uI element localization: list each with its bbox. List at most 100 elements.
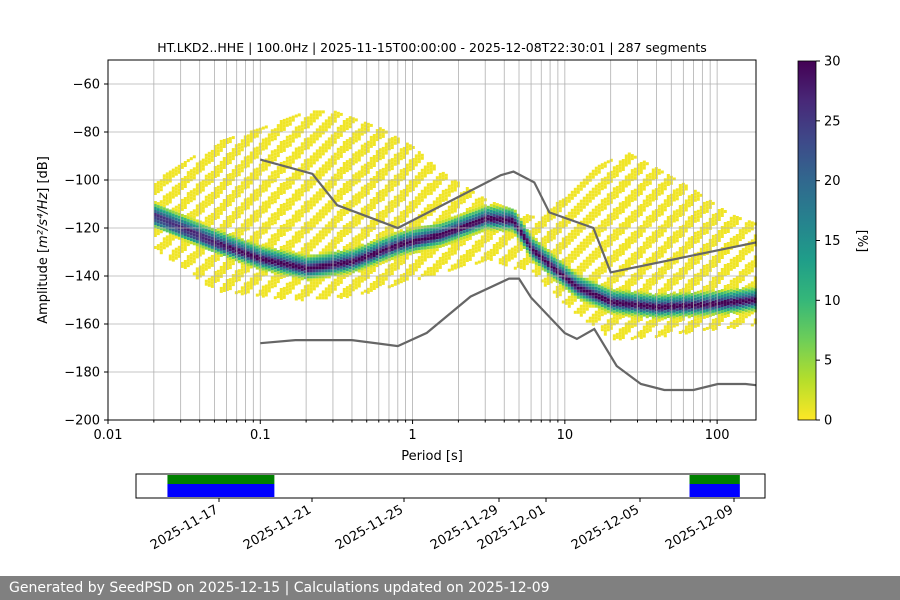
psd-cell (378, 259, 382, 263)
psd-cell (408, 240, 412, 244)
psd-cell (240, 289, 244, 293)
psd-cell (396, 155, 400, 159)
psd-cell (231, 148, 235, 152)
psd-cell (330, 203, 334, 207)
psd-cell (600, 268, 604, 272)
psd-cell (420, 231, 424, 235)
psd-cell (441, 222, 445, 226)
psd-cell (318, 275, 322, 279)
psd-cell (612, 217, 616, 221)
psd-cell (297, 176, 301, 180)
psd-cell (597, 245, 601, 249)
psd-cell (627, 281, 631, 285)
psd-cell (585, 199, 589, 203)
psd-cell (648, 307, 652, 311)
psd-cell (153, 189, 157, 192)
psd-cell (231, 211, 235, 215)
psd-cell (594, 211, 598, 215)
psd-cell (423, 174, 427, 178)
psd-cell (333, 197, 337, 201)
psd-cell (240, 244, 244, 248)
psd-cell (324, 185, 328, 189)
psd-cell (366, 140, 370, 144)
psd-cell (201, 266, 205, 270)
psd-cell (303, 258, 307, 262)
psd-cell (336, 216, 340, 220)
psd-cell (312, 275, 316, 279)
psd-cell (498, 246, 502, 250)
psd-cell (237, 275, 241, 279)
psd-cell (213, 166, 217, 169)
psd-cell (633, 335, 637, 339)
psd-cell (165, 181, 169, 185)
psd-cell (639, 168, 643, 171)
psd-cell (411, 203, 415, 206)
psd-cell (303, 210, 307, 214)
psd-cell (585, 295, 589, 299)
psd-cell (315, 152, 319, 156)
psd-cell (405, 247, 409, 251)
psd-cell (342, 126, 346, 129)
psd-cell (567, 301, 571, 305)
psd-cell (165, 241, 169, 245)
psd-cell (636, 307, 640, 311)
psd-cell (486, 256, 490, 260)
psd-cell (183, 215, 187, 218)
psd-cell (564, 196, 568, 200)
psd-cell (246, 290, 250, 294)
psd-cell (543, 265, 547, 269)
psd-cell (174, 205, 178, 209)
psd-cell (561, 258, 565, 262)
psd-cell (297, 266, 301, 270)
psd-cell (153, 183, 157, 186)
psd-cell (597, 203, 601, 207)
psd-cell (264, 161, 268, 165)
psd-cell (306, 158, 310, 162)
psd-cell (441, 237, 445, 241)
psd-cell (261, 168, 265, 172)
psd-cell (459, 222, 463, 226)
psd-cell (330, 134, 334, 138)
psd-cell (639, 171, 643, 174)
psd-cell (366, 161, 370, 165)
psd-cell (429, 266, 433, 270)
psd-cell (450, 237, 454, 241)
psd-cell (261, 126, 265, 130)
psd-cell (264, 257, 268, 261)
psd-cell (303, 180, 307, 184)
psd-cell (618, 331, 622, 335)
psd-cell (363, 208, 367, 212)
psd-cell (327, 242, 331, 246)
psd-cell (180, 204, 184, 208)
psd-cell (447, 190, 451, 194)
psd-cell (342, 270, 346, 273)
psd-cell (264, 293, 268, 297)
psd-cell (582, 244, 586, 248)
psd-cell (237, 206, 241, 210)
psd-cell (351, 270, 355, 274)
psd-cell (636, 271, 640, 275)
psd-cell (534, 267, 538, 271)
psd-cell (297, 125, 301, 129)
psd-cell (465, 238, 469, 241)
psd-cell (216, 188, 220, 192)
psd-cell (651, 258, 655, 262)
psd-cell (567, 286, 571, 290)
psd-cell (510, 214, 514, 218)
psd-cell (582, 265, 586, 269)
psd-cell (552, 272, 556, 276)
psd-cell (351, 195, 355, 199)
psd-cell (603, 221, 607, 225)
psd-cell (309, 116, 313, 120)
psd-cell (249, 223, 253, 227)
psd-cell (432, 224, 436, 228)
psd-cell (360, 276, 364, 280)
psd-cell (273, 191, 277, 195)
psd-cell (246, 224, 250, 228)
psd-cell (276, 148, 280, 152)
psd-cell (537, 272, 541, 276)
psd-cell (216, 167, 220, 171)
psd-cell (213, 238, 217, 241)
psd-cell (570, 214, 574, 218)
psd-cell (471, 250, 475, 254)
